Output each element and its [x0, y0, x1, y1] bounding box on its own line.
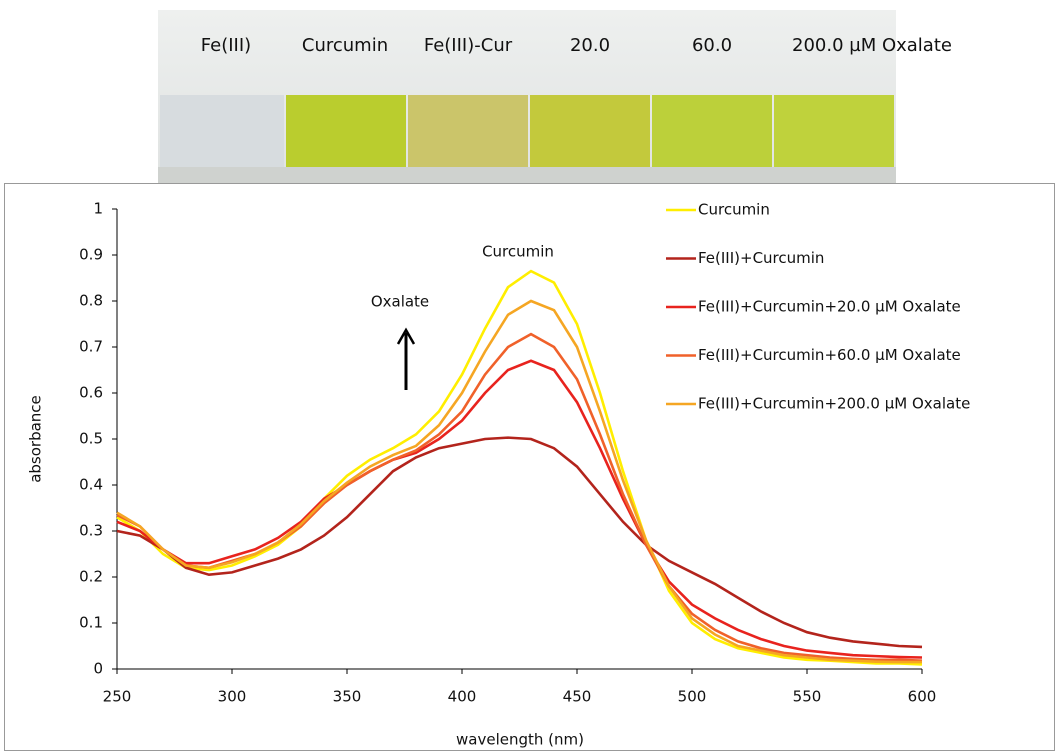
vial-label: 200.0 µM Oxalate [792, 35, 952, 56]
vial-label: 60.0 [692, 35, 732, 56]
y-tick-label: 0.9 [79, 246, 103, 264]
chart-frame [4, 183, 1055, 751]
y-axis-title: absorbance [27, 395, 45, 483]
spectrum-line [116, 299, 922, 664]
spectrum-line [116, 359, 923, 659]
arrow [396, 327, 416, 390]
vial-photo [158, 10, 896, 185]
y-tick-label: 0.6 [79, 384, 103, 402]
x-tick-label: 600 [908, 688, 937, 706]
legend-label: Fe(III)+Curcumin+20.0 µM Oxalate [698, 298, 961, 316]
x-tick-label: 550 [793, 688, 822, 706]
annotation: Oxalate [371, 293, 429, 311]
x-tick-label: 250 [103, 688, 132, 706]
x-tick-label: 300 [218, 688, 247, 706]
x-axis-title: wavelength (nm) [456, 731, 584, 749]
vial-label: Curcumin [302, 35, 388, 56]
annotation: Curcumin [482, 243, 554, 261]
x-tick-label: 450 [563, 688, 592, 706]
vial-label: 20.0 [570, 35, 610, 56]
spectrum-line [116, 436, 923, 649]
legend-label: Fe(III)+Curcumin+200.0 µM Oxalate [698, 395, 970, 413]
vial-label: Fe(III)-Cur [424, 35, 513, 56]
y-tick-label: 0 [93, 660, 103, 678]
spectrum-line [116, 269, 923, 666]
y-tick-label: 1 [93, 200, 103, 218]
y-tick-label: 0.8 [79, 292, 103, 310]
y-tick-label: 0.7 [79, 338, 103, 356]
x-tick-label: 350 [333, 688, 362, 706]
x-tick-label: 500 [678, 688, 707, 706]
y-tick-label: 0.1 [79, 614, 103, 632]
legend-label: Curcumin [698, 201, 770, 219]
y-tick-label: 0.4 [79, 476, 103, 494]
y-tick-label: 0.5 [79, 430, 103, 448]
legend-label: Fe(III)+Curcumin [698, 249, 824, 267]
y-tick-label: 0.2 [79, 568, 103, 586]
x-tick-label: 400 [448, 688, 477, 706]
vial-label: Fe(III) [201, 35, 251, 56]
y-tick-label: 0.3 [79, 522, 103, 540]
legend-label: Fe(III)+Curcumin+60.0 µM Oxalate [698, 346, 961, 364]
